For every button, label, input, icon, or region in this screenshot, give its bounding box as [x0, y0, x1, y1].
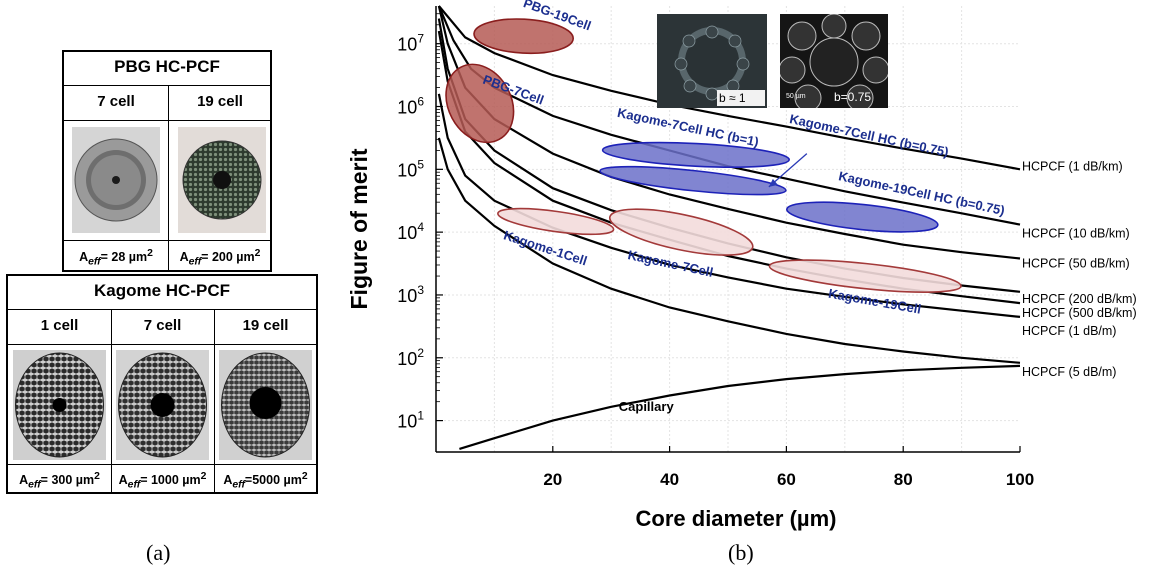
curve-label-2: HCPCF (50 dB/km) — [1022, 257, 1130, 271]
panel-label-b: (b) — [728, 540, 754, 565]
region-3 — [599, 165, 787, 196]
x-tick-label: 100 — [1006, 470, 1034, 489]
region-6 — [608, 208, 754, 256]
pbg-col-7cell: 7 cell — [97, 93, 135, 110]
curve-0 — [438, 5, 1021, 171]
region-0 — [473, 18, 574, 55]
x-axis-label: Core diameter (µm) — [636, 506, 837, 531]
region-7 — [768, 259, 962, 293]
curve-label-6: HCPCF (5 dB/m) — [1022, 365, 1116, 379]
region-5 — [497, 207, 615, 236]
x-tick-label: 40 — [660, 470, 679, 489]
y-tick-label: 106 — [397, 95, 424, 118]
y-tick-label: 101 — [397, 409, 424, 432]
y-tick-label: 104 — [397, 220, 424, 243]
y-tick-label: 102 — [397, 346, 424, 369]
y-tick-label: 105 — [397, 157, 424, 180]
region-2 — [601, 141, 790, 168]
axes: 20 40 60 80 100 101 102 103 104 105 106 107 Core dia… — [346, 6, 1034, 531]
pbg-7cell-aeff: Aeff= 28 µm2 — [79, 248, 153, 268]
y-axis-label: Figure of merit — [346, 148, 372, 309]
region-1 — [445, 63, 515, 144]
pbg-table-title: PBG HC-PCF — [114, 57, 220, 76]
pbg-19cell-fiber-image — [178, 127, 266, 233]
curve-label-5: HCPCF (1 dB/m) — [1022, 324, 1116, 338]
curve-label-4: HCPCF (500 dB/km) — [1022, 306, 1137, 320]
x-tick-label: 20 — [543, 470, 562, 489]
sem-inset-kagome-b1-label: b ≈ 1 — [719, 91, 746, 105]
curve-5 — [437, 93, 1021, 318]
annotation-arrow-head — [768, 178, 778, 187]
y-tick-label: 107 — [397, 32, 424, 55]
pbg-col-19cell: 19 cell — [197, 93, 243, 110]
curve-label-1: HCPCF (10 dB/km) — [1022, 227, 1130, 241]
panel-label-a: (a) — [146, 540, 171, 565]
sem-inset-kagome-b075-label: b=0.75 — [834, 90, 872, 104]
pbg-19cell-aeff: Aeff= 200 µm2 — [179, 248, 261, 268]
kagome-1cell-fiber-image — [13, 350, 106, 460]
curve-label-0: HCPCF (1 dB/km) — [1022, 159, 1123, 173]
kagome-table: Kagome HC-PCF 1 cell 7 cell 19 cell — [6, 274, 318, 494]
region-4 — [786, 201, 939, 233]
fiber-regions — [445, 18, 962, 293]
kagome-table-title: Kagome HC-PCF — [93, 281, 230, 300]
kagome-19cell-aeff: Aeff=5000 µm2 — [223, 471, 308, 491]
kagome-7cell-fiber-image — [116, 350, 209, 460]
sem-inset-scale-bar-label: 50 µm — [786, 93, 806, 100]
kagome-7cell-aeff: Aeff= 1000 µm2 — [118, 471, 207, 491]
kagome-1cell-aeff: Aeff= 300 µm2 — [19, 471, 100, 491]
curve-7 — [459, 364, 1021, 450]
pbg-7cell-fiber-image — [72, 127, 160, 233]
kagome-19cell-fiber-image — [219, 350, 312, 460]
sem-inset-kagome-b1: b ≈ 1 — [657, 14, 767, 108]
kagome-col-19cell: 19 cell — [242, 317, 289, 334]
kagome-col-1cell: 1 cell — [40, 317, 79, 334]
annotation-arrow-line — [768, 153, 808, 188]
sem-inset-kagome-b075: 50 µm b=0.75 — [778, 13, 890, 112]
y-tick-label: 103 — [397, 283, 424, 306]
x-tick-label: 60 — [777, 470, 796, 489]
capillary-label: Capillary — [619, 399, 675, 414]
x-tick-label: 80 — [894, 470, 913, 489]
curve-6 — [437, 137, 1021, 364]
kagome-col-7cell: 7 cell — [143, 317, 182, 334]
curve-label-3: HCPCF (200 dB/km) — [1022, 292, 1137, 306]
pbg-table: PBG HC-PCF 7 cell 19 cell Aeff= 28 — [62, 50, 272, 272]
